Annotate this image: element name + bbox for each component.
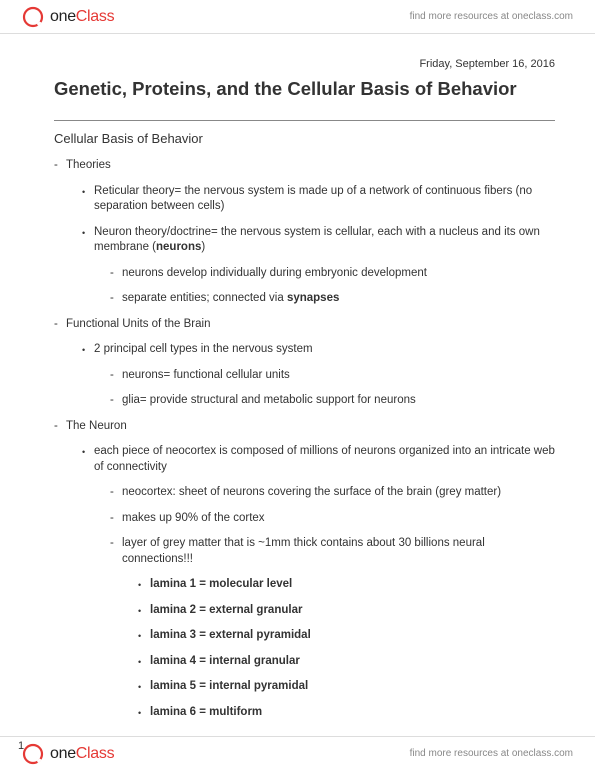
outline-text: makes up 90% of the cortex (122, 512, 265, 524)
outline-text: layer of grey matter that is ~1mm thick … (122, 537, 485, 565)
footer-bar: oneClass find more resources at oneclass… (0, 736, 595, 770)
outline-item: lamina 2 = external granular (138, 603, 555, 619)
logo-icon (22, 743, 44, 765)
outline-text: 2 principal cell types in the nervous sy… (94, 343, 313, 355)
outline-text: separate entities; connected via synapse… (122, 292, 339, 304)
outline-item: glia= provide structural and metabolic s… (110, 393, 555, 409)
brand-word-one: one (50, 745, 76, 763)
outline-text: Reticular theory= the nervous system is … (94, 185, 532, 213)
outline-item: lamina 5 = internal pyramidal (138, 679, 555, 695)
outline-item: layer of grey matter that is ~1mm thick … (110, 536, 555, 720)
outline-item: lamina 1 = molecular level (138, 577, 555, 593)
outline-item: neurons= functional cellular units (110, 368, 555, 384)
outline-text: neurons= functional cellular units (122, 369, 290, 381)
outline-item: lamina 4 = internal granular (138, 654, 555, 670)
brand-word-class: Class (76, 745, 115, 763)
outline-item: Neuron theory/doctrine= the nervous syst… (82, 225, 555, 307)
footer-tagline: find more resources at oneclass.com (410, 748, 573, 759)
outline-item: separate entities; connected via synapse… (110, 291, 555, 307)
tagline-link[interactable]: oneclass.com (512, 748, 573, 759)
outline-item: each piece of neocortex is composed of m… (82, 444, 555, 720)
outline-text: Neuron theory/doctrine= the nervous syst… (94, 226, 540, 254)
outline-text: The Neuron (66, 420, 127, 432)
brand-word-class: Class (76, 8, 115, 26)
outline-item: lamina 6 = multiform (138, 705, 555, 721)
outline-text: lamina 6 = multiform (150, 706, 262, 718)
brand-text: oneClass (50, 745, 114, 763)
brand-logo[interactable]: oneClass (22, 6, 114, 28)
outline-text: Theories (66, 159, 111, 171)
outline-item: Reticular theory= the nervous system is … (82, 184, 555, 215)
outline-text: lamina 1 = molecular level (150, 578, 292, 590)
outline-item: Functional Units of the Brain 2 principal… (54, 317, 555, 409)
document-date: Friday, September 16, 2016 (54, 58, 555, 70)
brand-text: oneClass (50, 8, 114, 26)
page-content: Friday, September 16, 2016 Genetic, Prot… (54, 58, 555, 722)
outline-text: glia= provide structural and metabolic s… (122, 394, 416, 406)
tagline-prefix: find more resources at (410, 11, 512, 22)
outline-text: lamina 5 = internal pyramidal (150, 680, 308, 692)
page-title: Genetic, Proteins, and the Cellular Basi… (54, 78, 555, 100)
outline-item: neurons develop individually during embr… (110, 266, 555, 282)
subtitle: Cellular Basis of Behavior (54, 131, 555, 146)
outline-item: lamina 3 = external pyramidal (138, 628, 555, 644)
outline-item: 2 principal cell types in the nervous sy… (82, 342, 555, 409)
outline-item: The Neuron each piece of neocortex is com… (54, 419, 555, 721)
tagline-prefix: find more resources at (410, 748, 512, 759)
outline-list: Theories Reticular theory= the nervous sy… (54, 158, 555, 720)
title-rule (54, 120, 555, 121)
brand-logo-footer[interactable]: oneClass (22, 743, 114, 765)
outline-text: Functional Units of the Brain (66, 318, 210, 330)
outline-text: lamina 2 = external granular (150, 604, 302, 616)
tagline-link[interactable]: oneclass.com (512, 11, 573, 22)
logo-icon (22, 6, 44, 28)
header-tagline: find more resources at oneclass.com (410, 11, 573, 22)
outline-item: neocortex: sheet of neurons covering the… (110, 485, 555, 501)
outline-text: neurons develop individually during embr… (122, 267, 427, 279)
header-bar: oneClass find more resources at oneclass… (0, 0, 595, 34)
outline-text: each piece of neocortex is composed of m… (94, 445, 555, 473)
outline-text: lamina 4 = internal granular (150, 655, 300, 667)
outline-text: lamina 3 = external pyramidal (150, 629, 311, 641)
outline-item: Theories Reticular theory= the nervous sy… (54, 158, 555, 307)
outline-item: makes up 90% of the cortex (110, 511, 555, 527)
brand-word-one: one (50, 8, 76, 26)
outline-text: neocortex: sheet of neurons covering the… (122, 486, 501, 498)
